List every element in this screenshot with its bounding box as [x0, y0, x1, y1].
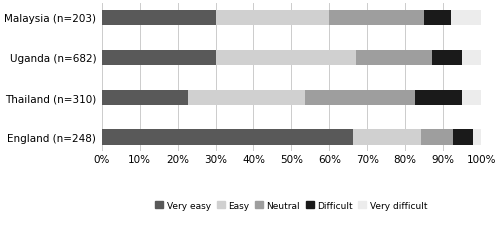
Bar [414, 90, 462, 105]
Bar [462, 90, 481, 105]
Bar [421, 130, 453, 145]
Bar [102, 130, 354, 145]
Bar [305, 90, 414, 105]
Bar [216, 11, 330, 26]
Bar [216, 51, 356, 66]
Bar [102, 90, 188, 105]
Bar [424, 11, 450, 26]
Bar [188, 90, 305, 105]
Bar [462, 51, 481, 66]
Bar [356, 51, 432, 66]
Bar [354, 130, 421, 145]
Bar [453, 130, 473, 145]
Bar [432, 51, 462, 66]
Bar [330, 11, 424, 26]
Bar [102, 11, 216, 26]
Bar [473, 130, 481, 145]
Legend: Very easy, Easy, Neutral, Difficult, Very difficult: Very easy, Easy, Neutral, Difficult, Ver… [152, 198, 431, 214]
Bar [102, 51, 216, 66]
Bar [450, 11, 481, 26]
